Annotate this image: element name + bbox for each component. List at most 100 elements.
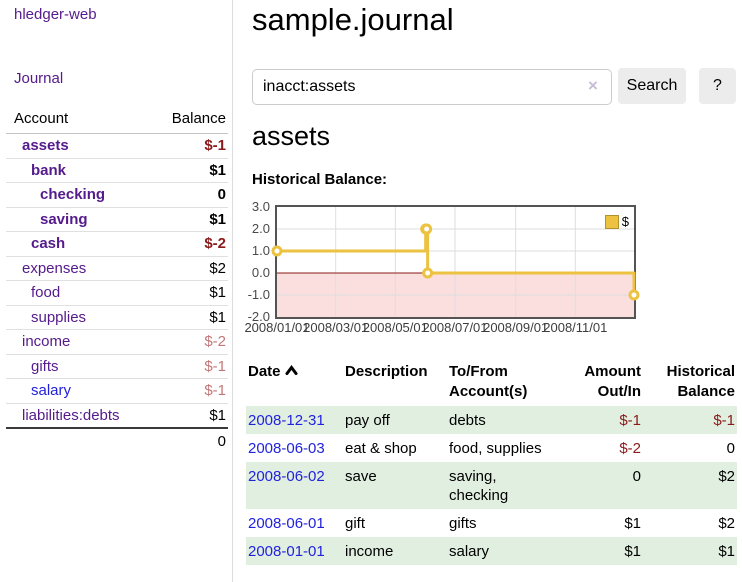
transaction-accounts: salary	[449, 543, 490, 560]
account-balance: $1	[209, 210, 226, 228]
transaction-date-link[interactable]: 2008-01-01	[248, 543, 325, 560]
account-balance: 0	[217, 186, 226, 204]
y-tick-label: 0.0	[251, 265, 270, 280]
account-balance: $-1	[204, 382, 226, 400]
register-header-row: Date Description To/From Account(s) Amou…	[246, 360, 737, 406]
account-link-bank[interactable]: bank	[31, 161, 67, 179]
account-row-assets: assets $-1	[6, 134, 228, 159]
transaction-description: pay off	[345, 412, 390, 429]
accounts-total-row: 0	[6, 429, 228, 450]
account-link-supplies[interactable]: supplies	[31, 308, 87, 326]
transaction-date-link[interactable]: 2008-12-31	[248, 412, 325, 429]
account-link-expenses[interactable]: expenses	[22, 259, 87, 277]
account-link-gifts[interactable]: gifts	[31, 357, 59, 375]
chart-x-axis: 2008/01/01 2008/03/01 2008/05/01 2008/07/01…	[244, 320, 634, 336]
transaction-row: 2008-01-01 income salary $1 $1	[246, 537, 737, 565]
transaction-accounts: gifts	[449, 515, 477, 532]
transaction-amount: $-2	[619, 440, 641, 457]
transaction-balance: $2	[718, 468, 735, 485]
transaction-row: 2008-12-31 pay off debts $-1 $-1	[246, 406, 737, 434]
balance-column-header: Balance	[171, 110, 226, 127]
page-title: sample.journal	[252, 2, 454, 37]
column-header-balance: Historical Balance	[666, 363, 735, 400]
account-row-cash: cash $-2	[6, 232, 228, 257]
main-content: sample.journal × Search ? assets Histori…	[233, 0, 742, 582]
account-balance: $1	[209, 284, 226, 302]
transaction-accounts: food, supplies	[449, 440, 542, 457]
x-tick-label: 2008/05/01	[362, 320, 428, 335]
account-balance: $1	[209, 406, 226, 424]
y-tick-label: -2.0	[247, 309, 270, 324]
search-button[interactable]: Search	[618, 68, 686, 104]
register-table: Date Description To/From Account(s) Amou…	[246, 360, 737, 565]
account-link-saving[interactable]: saving	[40, 210, 88, 228]
sort-ascending-icon	[285, 362, 298, 382]
account-row-income: income $-2	[6, 330, 228, 355]
account-row-food: food $1	[6, 281, 228, 306]
sidebar-item-journal[interactable]: Journal	[14, 70, 64, 87]
column-header-description: Description	[345, 363, 428, 380]
transaction-amount: $1	[624, 515, 641, 532]
column-header-to-from: To/From Account(s)	[449, 363, 528, 400]
account-balance: $-2	[204, 235, 226, 253]
transaction-balance: $-1	[713, 412, 735, 429]
account-balance: $1	[209, 161, 226, 179]
chart-legend: $	[604, 214, 629, 229]
account-row-bank: bank $1	[6, 159, 228, 183]
y-tick-label: -1.0	[247, 287, 270, 302]
transaction-description: save	[345, 468, 377, 485]
account-link-assets[interactable]: assets	[22, 137, 69, 155]
account-row-checking: checking 0	[6, 183, 228, 208]
transaction-row: 2008-06-02 save saving, checking 0 $2	[246, 462, 737, 509]
x-tick-label: 2008/07/01	[422, 320, 488, 335]
y-tick-label: 3.0	[251, 199, 270, 214]
column-header-amount: Amount Out/In	[584, 363, 641, 400]
historical-balance-chart[interactable]: 3.0 2.0 1.0 0.0 -1.0 -2.0 2008/01/01 2008/03/0…	[244, 199, 640, 335]
account-link-income[interactable]: income	[22, 333, 71, 351]
account-row-liabilities-debts: liabilities:debts $1	[6, 404, 228, 429]
account-row-gifts: gifts $-1	[6, 355, 228, 379]
account-link-cash[interactable]: cash	[31, 235, 66, 253]
account-link-salary[interactable]: salary	[31, 382, 72, 400]
search-input[interactable]	[252, 69, 612, 105]
account-row-salary: salary $-1	[6, 379, 228, 404]
account-balance: $1	[209, 308, 226, 326]
transaction-date-link[interactable]: 2008-06-02	[248, 468, 325, 485]
accounts-total-value: 0	[217, 433, 226, 450]
x-tick-label: 2008/03/01	[303, 320, 369, 335]
legend-label: $	[621, 214, 629, 229]
account-row-expenses: expenses $2	[6, 257, 228, 281]
x-tick-label: 2008/11/01	[543, 320, 608, 335]
accounts-table-header: Account Balance	[6, 108, 228, 134]
account-row-supplies: supplies $1	[6, 306, 228, 330]
transaction-amount: 0	[632, 468, 641, 485]
account-balance: $-1	[204, 137, 226, 155]
transaction-description: eat & shop	[345, 440, 417, 457]
transaction-date-link[interactable]: 2008-06-01	[248, 515, 325, 532]
transaction-date-link[interactable]: 2008-06-03	[248, 440, 325, 457]
legend-swatch-icon	[604, 214, 619, 229]
transaction-amount: $-1	[619, 412, 641, 429]
account-link-liabilities-debts[interactable]: liabilities:debts	[22, 406, 120, 424]
help-button[interactable]: ?	[699, 68, 736, 104]
transaction-description: income	[345, 543, 394, 560]
x-tick-label: 2008/09/01	[483, 320, 549, 335]
transaction-accounts: debts	[449, 412, 486, 429]
transaction-balance: $1	[718, 543, 735, 560]
transaction-accounts: saving, checking	[449, 468, 509, 504]
account-link-food[interactable]: food	[31, 284, 61, 302]
date-header-label: Date	[248, 363, 281, 380]
accounts-table: Account Balance assets $-1 bank $1 check…	[6, 108, 228, 450]
x-tick-label: 2008/01/01	[244, 320, 310, 335]
account-link-checking[interactable]: checking	[40, 186, 106, 204]
transaction-balance: $2	[718, 515, 735, 532]
y-tick-label: 1.0	[251, 243, 270, 258]
brand-link[interactable]: hledger-web	[14, 6, 97, 23]
transaction-balance: 0	[726, 440, 735, 457]
account-balance: $2	[209, 259, 226, 277]
account-heading: assets	[252, 121, 331, 151]
account-balance: $-1	[204, 357, 226, 375]
column-header-date[interactable]: Date	[246, 360, 343, 406]
clear-search-icon[interactable]: ×	[588, 76, 598, 95]
transaction-row: 2008-06-01 gift gifts $1 $2	[246, 509, 737, 537]
